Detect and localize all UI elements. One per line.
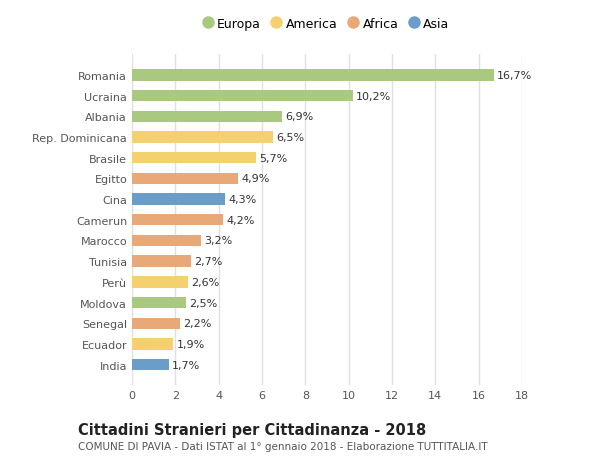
Bar xyxy=(132,277,188,288)
Text: 4,2%: 4,2% xyxy=(226,215,254,225)
Bar xyxy=(132,256,191,267)
Bar xyxy=(132,132,273,143)
Text: 4,9%: 4,9% xyxy=(241,174,270,184)
Text: 2,7%: 2,7% xyxy=(194,257,222,267)
Text: 2,6%: 2,6% xyxy=(191,277,220,287)
Text: 6,5%: 6,5% xyxy=(276,133,304,143)
Bar xyxy=(132,112,281,123)
Text: Cittadini Stranieri per Cittadinanza - 2018: Cittadini Stranieri per Cittadinanza - 2… xyxy=(78,422,426,437)
Bar xyxy=(132,153,256,164)
Bar xyxy=(132,174,238,185)
Text: 4,3%: 4,3% xyxy=(229,195,257,205)
Text: 2,2%: 2,2% xyxy=(183,319,211,329)
Bar xyxy=(132,215,223,226)
Text: 3,2%: 3,2% xyxy=(205,236,233,246)
Text: COMUNE DI PAVIA - Dati ISTAT al 1° gennaio 2018 - Elaborazione TUTTITALIA.IT: COMUNE DI PAVIA - Dati ISTAT al 1° genna… xyxy=(78,441,488,451)
Bar xyxy=(132,359,169,370)
Text: 10,2%: 10,2% xyxy=(356,91,392,101)
Text: 5,7%: 5,7% xyxy=(259,153,287,163)
Bar xyxy=(132,194,225,205)
Text: 16,7%: 16,7% xyxy=(497,71,532,81)
Text: 1,9%: 1,9% xyxy=(176,339,205,349)
Bar xyxy=(132,318,179,329)
Bar xyxy=(132,339,173,350)
Text: 2,5%: 2,5% xyxy=(190,298,218,308)
Text: 1,7%: 1,7% xyxy=(172,360,200,370)
Text: 6,9%: 6,9% xyxy=(285,112,313,122)
Bar xyxy=(132,91,353,102)
Bar xyxy=(132,70,494,81)
Bar xyxy=(132,297,186,308)
Legend: Europa, America, Africa, Asia: Europa, America, Africa, Asia xyxy=(205,18,449,31)
Bar xyxy=(132,235,202,246)
